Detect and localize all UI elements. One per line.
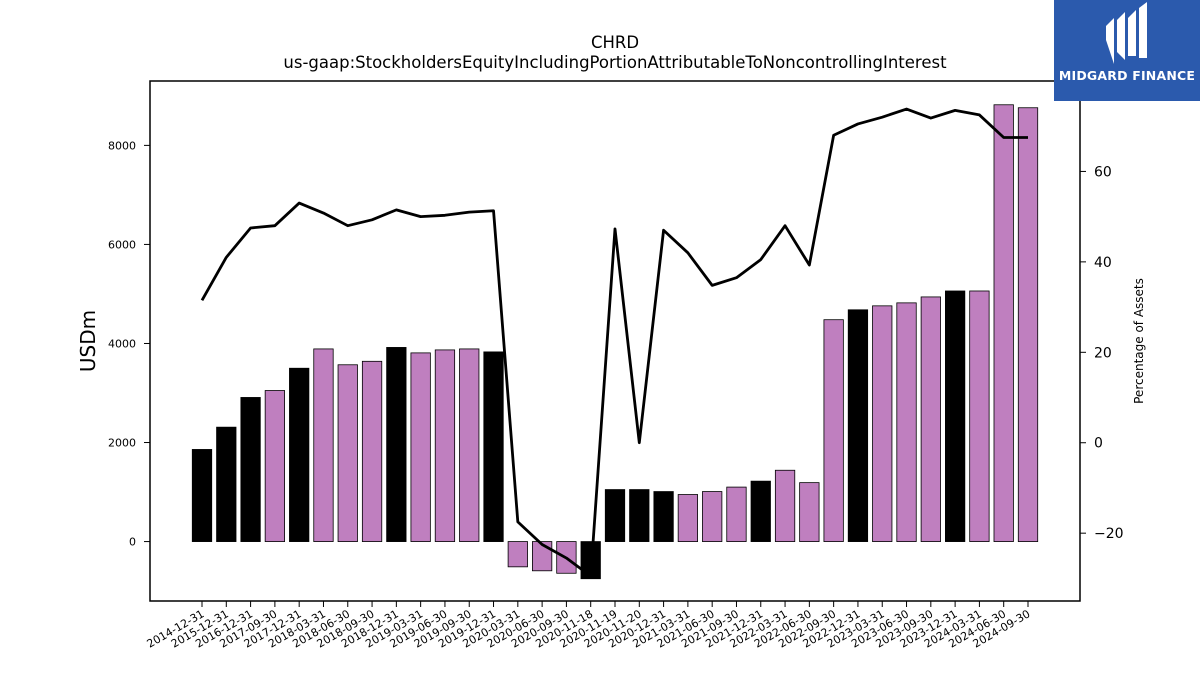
x-axis-ticks: 2014-12-312015-12-312016-12-312017-09-30…	[145, 601, 1033, 651]
bar-2019-09-30	[459, 348, 480, 542]
bar-2020-03-31	[507, 541, 528, 568]
bar-2019-03-31	[410, 352, 431, 542]
bar-2024-06-30	[993, 104, 1014, 542]
bar-2018-09-30	[361, 360, 383, 542]
bar-2024-09-30	[1017, 107, 1039, 542]
bar-2020-06-30	[532, 541, 553, 572]
chart-title-ticker: CHRD	[590, 33, 640, 52]
bar-2021-03-31	[677, 494, 699, 542]
bar-2022-06-30	[799, 482, 820, 542]
bar-2023-12-31	[945, 290, 966, 542]
percentage-line-layer	[200, 107, 1028, 578]
bar-2024-03-31	[969, 290, 990, 542]
bar-2022-12-31	[847, 309, 869, 542]
bar-2021-06-30	[702, 491, 723, 542]
bar-2018-06-30	[337, 364, 358, 542]
y-tick-label: 2000	[108, 437, 136, 450]
bar-2018-12-31	[386, 347, 407, 542]
y2-tick-label: 60	[1094, 164, 1112, 180]
logo-text: MIDGARD FINANCE	[1058, 68, 1196, 83]
y2-tick-label: 40	[1094, 255, 1112, 271]
bar-2019-06-30	[434, 349, 456, 542]
bar-2023-06-30	[896, 302, 917, 542]
bar-2023-03-31	[872, 305, 893, 542]
y2-tick-label: 20	[1094, 345, 1112, 361]
bar-2019-12-31	[483, 351, 504, 542]
bar-2020-11-20	[629, 489, 650, 542]
bar-2016-12-31	[240, 397, 261, 542]
y2-axis-label: Percentage of Assets	[1132, 278, 1146, 404]
bar-2022-03-31	[774, 469, 796, 542]
right-axis-ticks: −20 0 20 40 60	[1080, 164, 1124, 542]
y-tick-label: 0	[129, 536, 136, 549]
percentage-of-assets-line	[200, 107, 1028, 578]
midgard-finance-logo: MIDGARD FINANCE	[1054, 0, 1200, 101]
bar-2021-09-30	[726, 486, 747, 542]
y-tick-label: 6000	[108, 238, 136, 251]
bar-2020-11-19	[604, 489, 626, 542]
bar-2023-09-30	[920, 296, 941, 542]
bar-2022-09-30	[823, 319, 844, 542]
bar-2015-12-31	[216, 426, 237, 542]
midgard-logo-icon	[1106, 2, 1147, 64]
bar-2020-12-31	[653, 491, 674, 542]
bar-series	[191, 104, 1039, 580]
bar-2018-03-31	[313, 348, 334, 542]
left-axis-ticks: 0 2000 4000 6000 8000	[108, 139, 150, 549]
bar-2017-09-30	[264, 390, 285, 542]
y2-tick-label: 0	[1094, 436, 1103, 452]
y-tick-label: 8000	[108, 139, 136, 152]
chart-title-metric: us-gaap:StockholdersEquityIncludingPorti…	[283, 53, 947, 72]
y2-tick-label: −20	[1094, 526, 1124, 542]
bar-2017-12-31	[289, 367, 310, 542]
bar-2014-12-31	[191, 449, 213, 542]
y-axis-label: USDm	[76, 310, 100, 372]
y-tick-label: 4000	[108, 337, 136, 350]
bar-2021-12-31	[750, 480, 771, 542]
